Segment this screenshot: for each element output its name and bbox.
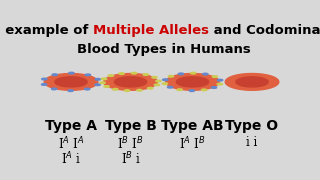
- Text: An example of: An example of: [0, 24, 93, 37]
- Text: I$^B$ I$^B$: I$^B$ I$^B$: [117, 136, 144, 152]
- Polygon shape: [69, 72, 74, 74]
- Polygon shape: [108, 75, 114, 76]
- Polygon shape: [113, 88, 118, 90]
- Polygon shape: [52, 88, 57, 90]
- Polygon shape: [166, 73, 219, 90]
- Text: I$^B$ i: I$^B$ i: [121, 150, 140, 167]
- Polygon shape: [100, 82, 105, 84]
- Polygon shape: [162, 83, 168, 84]
- Polygon shape: [104, 86, 109, 87]
- Polygon shape: [148, 87, 153, 89]
- Polygon shape: [178, 73, 184, 75]
- Polygon shape: [154, 84, 160, 86]
- Polygon shape: [189, 90, 195, 91]
- Polygon shape: [131, 72, 137, 74]
- Polygon shape: [119, 73, 124, 74]
- Text: Type B: Type B: [105, 119, 156, 133]
- Polygon shape: [44, 73, 98, 90]
- Polygon shape: [201, 89, 207, 91]
- Polygon shape: [203, 73, 208, 75]
- Polygon shape: [42, 78, 47, 80]
- Polygon shape: [104, 73, 157, 90]
- Polygon shape: [68, 90, 73, 91]
- Polygon shape: [143, 74, 148, 75]
- Polygon shape: [84, 88, 90, 90]
- Text: Type A: Type A: [45, 119, 97, 133]
- Text: I$^A$ I$^B$: I$^A$ I$^B$: [179, 136, 206, 152]
- Polygon shape: [163, 79, 168, 81]
- Polygon shape: [212, 87, 217, 88]
- Polygon shape: [152, 76, 157, 78]
- Polygon shape: [225, 73, 279, 90]
- Text: I$^A$ i: I$^A$ i: [61, 150, 81, 167]
- Polygon shape: [236, 77, 268, 87]
- Polygon shape: [167, 86, 173, 88]
- Text: i i: i i: [246, 136, 258, 149]
- Polygon shape: [176, 77, 209, 87]
- Polygon shape: [177, 89, 182, 91]
- Polygon shape: [42, 84, 47, 85]
- Text: I$^A$ I$^A$: I$^A$ I$^A$: [58, 136, 84, 152]
- Text: and Codominance: and Codominance: [209, 24, 320, 37]
- Polygon shape: [168, 75, 174, 77]
- Polygon shape: [212, 76, 218, 77]
- Polygon shape: [217, 79, 223, 81]
- Polygon shape: [55, 77, 87, 87]
- Polygon shape: [85, 74, 91, 76]
- Polygon shape: [156, 80, 161, 82]
- Polygon shape: [124, 90, 130, 91]
- Text: Type AB: Type AB: [161, 119, 224, 133]
- Polygon shape: [217, 83, 222, 85]
- Text: Multiple Alleles: Multiple Alleles: [93, 24, 209, 37]
- Polygon shape: [52, 74, 58, 76]
- Polygon shape: [137, 89, 142, 91]
- Text: Blood Types in Humans: Blood Types in Humans: [77, 43, 251, 56]
- Polygon shape: [115, 77, 147, 87]
- Polygon shape: [95, 84, 100, 86]
- Polygon shape: [101, 78, 107, 80]
- Text: Type O: Type O: [226, 119, 279, 133]
- Polygon shape: [95, 78, 100, 80]
- Polygon shape: [190, 72, 196, 74]
